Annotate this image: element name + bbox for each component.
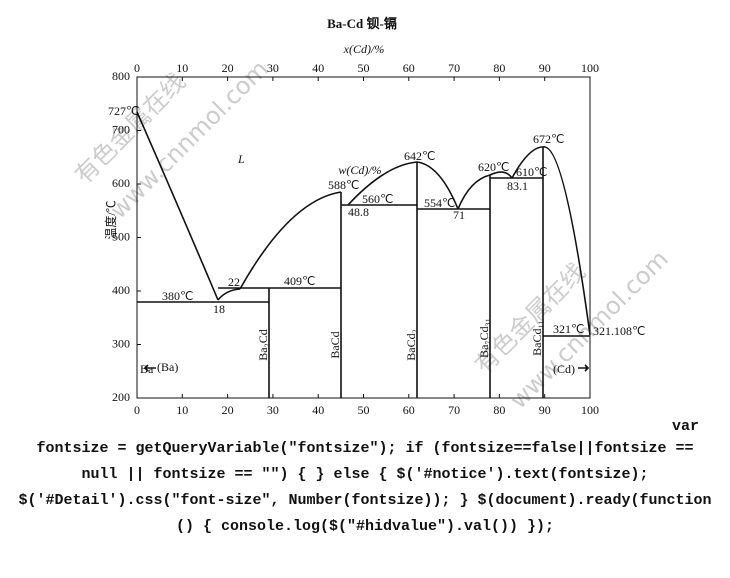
liquidus — [239, 191, 342, 290]
code-line: fontsize = getQueryVariable("fontsize");… — [36, 440, 694, 457]
y-tick-label: 500 — [112, 229, 130, 243]
bottom-tick-label: 60 — [403, 403, 415, 417]
annotation: (Cd) — [553, 362, 575, 376]
bottom-tick-label: 40 — [312, 403, 324, 417]
y-tick-label: 400 — [112, 283, 130, 297]
y-axis-label: 温度/℃ — [103, 200, 118, 239]
annotation: 321℃ — [553, 322, 584, 336]
liquidus — [217, 288, 241, 301]
top-tick-label: 10 — [176, 61, 188, 75]
phase-label: BaCd — [328, 331, 342, 358]
code-line: null || fontsize == "") { } else { $('#n… — [81, 466, 649, 483]
annotation: 18 — [213, 302, 225, 316]
annotation: 409℃ — [284, 274, 315, 288]
y-tick-label: 700 — [112, 122, 130, 136]
bottom-tick-label: 20 — [222, 403, 234, 417]
annotation: 22 — [228, 275, 240, 289]
arrows — [143, 364, 590, 372]
y-tick-label: 200 — [112, 390, 130, 404]
top-tick-label: 70 — [448, 61, 460, 75]
annotation: 71 — [453, 208, 465, 222]
bottom-tick-label: 70 — [448, 403, 460, 417]
bottom-tick-label: 80 — [493, 403, 505, 417]
compound-lines — [268, 147, 544, 398]
bottom-tick-label: 10 — [176, 403, 188, 417]
phase-label: Ba₂Cd — [256, 329, 270, 361]
annotation: 560℃ — [362, 192, 393, 206]
inner-axis-label: w(Cd)/% — [338, 163, 381, 177]
annotation: 48.8 — [348, 205, 369, 219]
y-tick-label: 600 — [112, 176, 130, 190]
top-tick-label: 0 — [134, 61, 140, 75]
annotation: 554℃ — [424, 196, 455, 210]
annotation: 610℃ — [516, 165, 547, 179]
y-tick-label: 800 — [112, 69, 130, 83]
isotherms — [137, 177, 590, 337]
top-tick-label: 60 — [403, 61, 415, 75]
bottom-tick-label: 90 — [539, 403, 551, 417]
top-tick-label: 80 — [493, 61, 505, 75]
bottom-tick-label: 50 — [358, 403, 370, 417]
annotations: 727℃ L 588℃ 642℃ 620℃ 672℃ 610℃ 560℃ 554… — [108, 104, 645, 376]
annotation: (Ba) — [157, 360, 178, 374]
bottom-tick-label: 30 — [267, 403, 279, 417]
top-tick-label: 30 — [267, 61, 279, 75]
top-tick-label: 40 — [312, 61, 324, 75]
code-line: $('#Detail').css("font-size", Number(fon… — [18, 492, 712, 509]
top-tick-label: 90 — [539, 61, 551, 75]
annotation: 588℃ — [328, 178, 359, 192]
annotation: 380℃ — [162, 289, 193, 303]
bottom-tick-label: 100 — [581, 403, 599, 417]
liquidus — [136, 111, 219, 301]
phase-lines — [136, 111, 591, 398]
annotation: 642℃ — [404, 149, 435, 163]
top-tick-label: 100 — [581, 61, 599, 75]
annotation: 321.108℃ — [593, 324, 645, 338]
annotation: 83.1 — [507, 179, 528, 193]
annotation: 672℃ — [533, 132, 564, 146]
top-tick-label: 50 — [358, 61, 370, 75]
bottom-tick-label: 0 — [134, 403, 140, 417]
phase-diagram: 有色金属在线 www.cnnmol.com 有色金属在线 www.cnnmol.… — [69, 16, 673, 420]
phase-label: Ba₇Cd₃₁ — [477, 318, 491, 358]
title: Ba-Cd 钡-镉 — [327, 16, 397, 31]
annotation: 727℃ — [108, 104, 139, 118]
annotation: 620℃ — [478, 160, 509, 174]
right-end-label: Cd — [580, 417, 594, 420]
code-line: var — [672, 418, 700, 435]
liquidus — [511, 146, 591, 336]
top-tick-label: 20 — [222, 61, 234, 75]
annotation: L — [237, 152, 245, 166]
phase-label: BaCd₁₁ — [530, 320, 544, 356]
y-tick-label: 300 — [112, 336, 130, 350]
top-axis-label: x(Cd)/% — [343, 42, 385, 56]
code-line: () { console.log($("#hidvalue").val()) }… — [175, 518, 555, 535]
phase-label: BaCd₂ — [404, 329, 418, 361]
